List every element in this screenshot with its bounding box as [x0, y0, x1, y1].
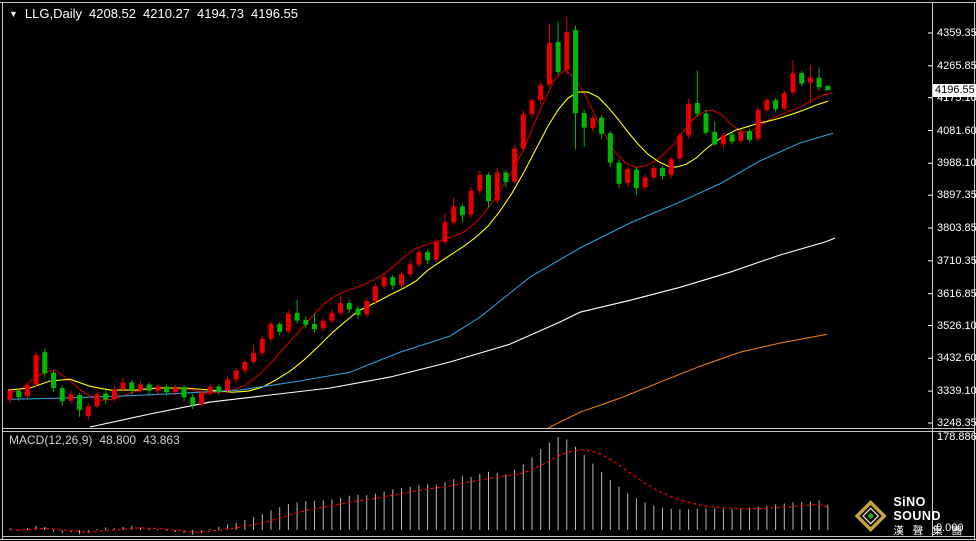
symbol-dropdown-icon[interactable]: ▼	[9, 8, 18, 19]
price-axis-ticks	[928, 32, 932, 424]
ma-slowest-orange	[547, 333, 828, 429]
macd-splitter-bottom[interactable]	[2, 431, 975, 432]
symbol-timeframe-label: LLG,Daily	[24, 6, 82, 21]
macd-axis-zero-label: 0.000	[936, 522, 964, 534]
price-axis-label: 3803.85	[937, 222, 976, 234]
ma-slow-blue	[7, 132, 834, 400]
price-axis-label: 3432.60	[937, 352, 976, 365]
moving-averages	[7, 69, 836, 429]
ma-mid-yellow	[7, 91, 829, 393]
price-axis-label: 4081.60	[937, 124, 976, 137]
price-axis-label: 3897.35	[937, 189, 976, 202]
price-axis-label: 3988.10	[937, 157, 976, 170]
price-axis-label: 3339.10	[937, 385, 976, 398]
brand-diamond-icon	[854, 499, 887, 532]
ohlc-high: 4210.27	[143, 6, 190, 21]
ohlc-open: 4208.52	[89, 6, 136, 21]
price-axis-label: 3526.10	[937, 319, 976, 332]
ma-fast-red	[7, 69, 834, 401]
chart-title-bar: ▼ LLG,Daily 4208.52 4210.27 4194.73 4196…	[9, 6, 298, 21]
frame-bottom	[0, 539, 976, 540]
macd-splitter-top[interactable]	[2, 428, 975, 429]
price-axis-label: 3248.35	[937, 417, 976, 429]
macd-frame-bottom	[2, 536, 975, 537]
brand-name: SiNO SOUND	[893, 495, 941, 524]
brand-name-chinese: 漢 聲 集 團	[893, 524, 966, 537]
ma-slower-white	[89, 237, 836, 428]
brand-watermark: SiNO SOUND 漢 聲 集 團	[853, 495, 976, 537]
price-axis-label: 4359.35	[937, 27, 976, 39]
ohlc-low: 4194.73	[197, 6, 244, 21]
current-price-badge: 4196.55	[933, 84, 976, 97]
frame-top	[0, 2, 976, 3]
frame-right	[974, 2, 975, 539]
macd-axis-max-label: 178.886	[937, 431, 976, 443]
candles	[7, 17, 831, 421]
macd-signal-value: 43.863	[143, 433, 180, 447]
price-axis-label: 3710.35	[937, 254, 976, 267]
macd-name: MACD(12,26,9)	[9, 433, 93, 447]
macd-current-value: 48.800	[99, 433, 137, 447]
macd-indicator-label: MACD(12,26,9) 48.800 43.863	[9, 433, 180, 447]
frame-left	[2, 2, 3, 539]
price-axis-label: 4265.85	[937, 59, 976, 72]
price-axis-divider[interactable]	[932, 2, 933, 536]
ohlc-close: 4196.55	[251, 6, 298, 21]
price-axis-label: 3616.85	[937, 287, 976, 300]
macd-histogram	[9, 436, 829, 535]
